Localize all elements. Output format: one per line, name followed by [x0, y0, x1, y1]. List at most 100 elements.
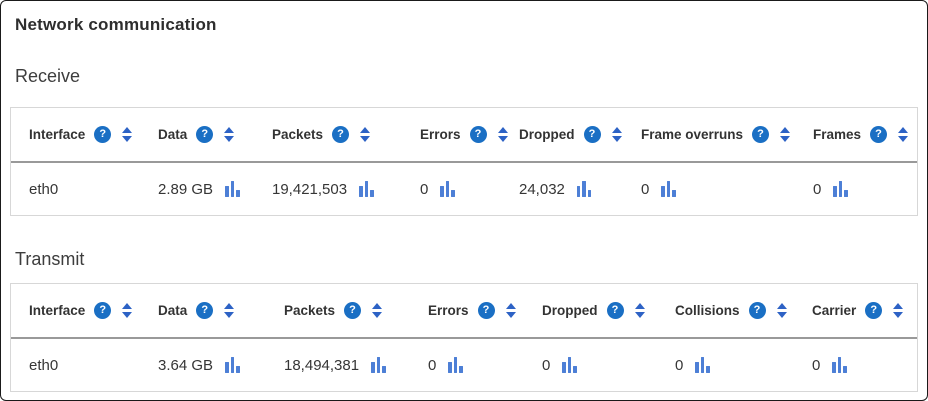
cell-value: 3.64 GB	[158, 356, 214, 374]
cell-data: 3.64 GB	[140, 357, 266, 374]
sort-icon[interactable]	[898, 127, 909, 142]
column-label: Dropped	[519, 127, 575, 142]
help-icon[interactable]: ?	[748, 302, 766, 319]
cell-value: 0	[813, 180, 822, 198]
cell-dropped: 0	[524, 357, 657, 374]
transmit-table: Interface ? Data ? Packets ? Errors ? Dr…	[10, 283, 918, 392]
column-header-interface: Interface ?	[11, 126, 140, 143]
network-communication-panel: Network communication Receive Interface …	[1, 1, 927, 392]
cell-interface: eth0	[11, 181, 140, 198]
receive-table-row-eth0: eth0 2.89 GB 19,421,503 0 24,032 0	[11, 163, 917, 215]
column-label: Collisions	[675, 303, 740, 318]
column-label: Packets	[284, 303, 336, 318]
column-header-interface: Interface ?	[11, 302, 140, 319]
bar-chart-icon	[562, 357, 577, 373]
view-chart-button[interactable]	[225, 357, 240, 373]
sort-icon[interactable]	[776, 303, 787, 318]
help-icon[interactable]: ?	[332, 126, 350, 143]
bar-chart-icon	[833, 181, 848, 197]
cell-value: 18,494,381	[284, 356, 360, 374]
help-icon[interactable]: ?	[606, 302, 624, 319]
view-chart-button[interactable]	[562, 357, 577, 373]
help-icon[interactable]: ?	[196, 126, 214, 143]
help-icon[interactable]: ?	[344, 302, 362, 319]
column-header-frames: Frames ?	[795, 126, 917, 143]
cell-value: 24,032	[519, 180, 565, 198]
help-icon[interactable]: ?	[752, 126, 770, 143]
sort-icon[interactable]	[224, 303, 235, 318]
column-header-dropped: Dropped ?	[501, 126, 623, 143]
column-header-packets: Packets ?	[266, 302, 410, 319]
receive-table-header-row: Interface ? Data ? Packets ? Errors ? Dr…	[11, 108, 917, 163]
column-label: Data	[158, 303, 188, 318]
column-header-dropped: Dropped ?	[524, 302, 657, 319]
cell-value: 0	[675, 356, 684, 374]
column-header-carrier: Carrier ?	[794, 302, 917, 319]
help-icon[interactable]: ?	[196, 302, 214, 319]
cell-packets: 19,421,503	[254, 181, 402, 198]
view-chart-button[interactable]	[225, 181, 240, 197]
column-label: Interface	[29, 127, 86, 142]
cell-carrier: 0	[794, 357, 917, 374]
sort-icon[interactable]	[780, 127, 791, 142]
cell-frame-overruns: 0	[623, 181, 795, 198]
transmit-table-row-eth0: eth0 3.64 GB 18,494,381 0 0 0	[11, 339, 917, 391]
cell-value: eth0	[29, 180, 59, 198]
bar-chart-icon	[661, 181, 676, 197]
help-icon[interactable]: ?	[583, 126, 601, 143]
help-icon[interactable]: ?	[94, 302, 112, 319]
bar-chart-icon	[695, 357, 710, 373]
view-chart-button[interactable]	[695, 357, 710, 373]
view-chart-button[interactable]	[440, 181, 455, 197]
sort-icon[interactable]	[497, 127, 508, 142]
cell-value: eth0	[29, 356, 59, 374]
cell-value: 0	[428, 356, 437, 374]
sort-icon[interactable]	[893, 303, 904, 318]
view-chart-button[interactable]	[832, 357, 847, 373]
sort-icon[interactable]	[360, 127, 371, 142]
page-title: Network communication	[15, 15, 217, 34]
sort-icon[interactable]	[634, 303, 645, 318]
cell-data: 2.89 GB	[140, 181, 254, 198]
column-label: Errors	[420, 127, 461, 142]
help-icon[interactable]: ?	[865, 302, 883, 319]
column-header-frame-overruns: Frame overruns ?	[623, 126, 795, 143]
view-chart-button[interactable]	[448, 357, 463, 373]
cell-interface: eth0	[11, 357, 140, 374]
cell-value: 19,421,503	[272, 180, 348, 198]
bar-chart-icon	[576, 181, 592, 197]
bar-chart-icon	[371, 357, 386, 373]
column-label: Errors	[428, 303, 469, 318]
sort-icon[interactable]	[505, 303, 516, 318]
view-chart-button[interactable]	[371, 357, 386, 373]
help-icon[interactable]: ?	[870, 126, 888, 143]
bar-chart-icon	[359, 181, 374, 197]
sort-icon[interactable]	[611, 127, 622, 142]
sort-icon[interactable]	[372, 303, 383, 318]
column-label: Frames	[813, 127, 862, 142]
bar-chart-icon	[225, 357, 240, 373]
column-label: Dropped	[542, 303, 598, 318]
help-icon[interactable]: ?	[94, 126, 112, 143]
cell-value: 0	[812, 356, 821, 374]
sort-icon[interactable]	[224, 127, 235, 142]
receive-table: Interface ? Data ? Packets ? Errors ? Dr…	[10, 107, 918, 216]
column-label: Interface	[29, 303, 86, 318]
column-header-data: Data ?	[140, 302, 266, 319]
cell-value: 0	[542, 356, 551, 374]
view-chart-button[interactable]	[576, 181, 592, 197]
view-chart-button[interactable]	[833, 181, 848, 197]
view-chart-button[interactable]	[661, 181, 676, 197]
sort-icon[interactable]	[122, 127, 133, 142]
column-label: Packets	[272, 127, 324, 142]
help-icon[interactable]: ?	[469, 126, 487, 143]
view-chart-button[interactable]	[359, 181, 374, 197]
cell-collisions: 0	[657, 357, 794, 374]
cell-value: 0	[420, 180, 429, 198]
cell-packets: 18,494,381	[266, 357, 410, 374]
cell-frames: 0	[795, 181, 917, 198]
transmit-section-heading: Transmit	[15, 249, 85, 269]
cell-errors: 0	[402, 181, 501, 198]
sort-icon[interactable]	[122, 303, 133, 318]
help-icon[interactable]: ?	[477, 302, 495, 319]
